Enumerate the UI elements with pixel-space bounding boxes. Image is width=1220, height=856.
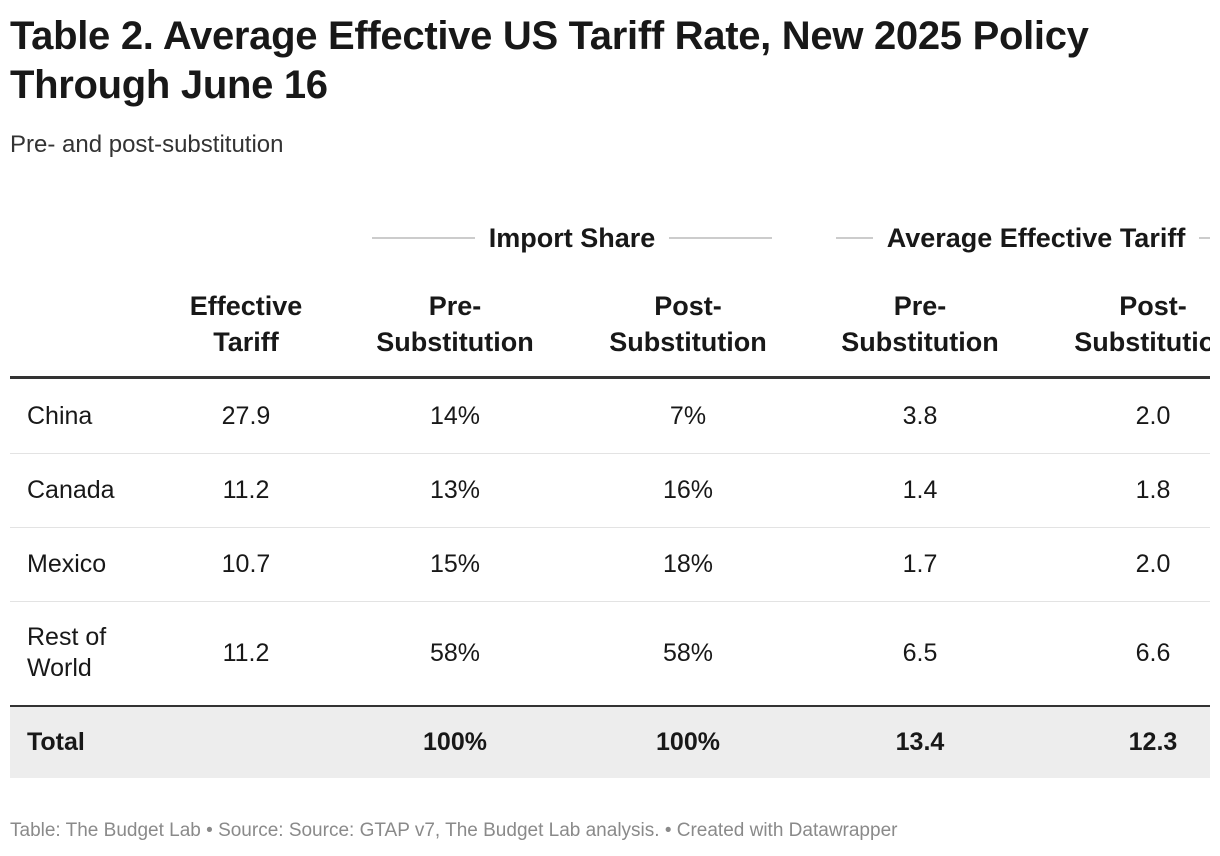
table-cell: 1.8 bbox=[1135, 475, 1171, 504]
table-cell: 2.0 bbox=[1135, 401, 1171, 430]
group-line bbox=[1199, 237, 1210, 239]
table-cell: 11.2 bbox=[222, 638, 270, 667]
table-cell: 3.8 bbox=[902, 401, 938, 430]
table-row: Rest of World 11.2 58% 58% 6.5 6.6 bbox=[10, 601, 1210, 706]
column-header-line: Substitution bbox=[376, 327, 534, 357]
row-label: Total bbox=[27, 728, 85, 756]
table-cell: 100% bbox=[423, 728, 487, 756]
group-header-average-effective-tariff: Average Effective Tariff bbox=[836, 220, 1210, 256]
column-header-line: Post- bbox=[1119, 291, 1187, 321]
table-cell: 6.6 bbox=[1135, 638, 1171, 667]
column-header-line: Substitution bbox=[609, 327, 767, 357]
row-label: Canada bbox=[27, 475, 115, 504]
table-cell: 10.7 bbox=[221, 549, 271, 578]
table-cell: 1.4 bbox=[902, 475, 938, 504]
column-header: Pre- Substitution bbox=[345, 288, 565, 360]
row-label: Rest of World bbox=[27, 623, 107, 682]
table-cell: 18% bbox=[662, 549, 714, 578]
table-cell: 13% bbox=[429, 475, 481, 504]
table-subtitle: Pre- and post-substitution bbox=[10, 131, 284, 158]
column-header: Post- Substitution bbox=[578, 288, 798, 360]
table-cell: 27.9 bbox=[221, 401, 271, 430]
column-header-line: Pre- bbox=[428, 291, 482, 321]
table-cell bbox=[166, 707, 326, 778]
table-cell: 16% bbox=[662, 475, 714, 504]
group-line bbox=[372, 237, 475, 239]
column-header-line: Tariff bbox=[213, 327, 279, 357]
table-cell: 58% bbox=[662, 638, 714, 667]
group-label: Import Share bbox=[488, 222, 656, 253]
data-table: Import Share Average Effective Tariff Ef… bbox=[10, 0, 1210, 856]
table-cell: 13.4 bbox=[895, 728, 945, 756]
footer-credits: Table: The Budget Lab • Source: Source: … bbox=[10, 820, 898, 841]
group-line bbox=[669, 237, 773, 239]
table-cell: 14% bbox=[429, 401, 481, 430]
table-cell: 15% bbox=[429, 549, 481, 578]
column-header: Post- Substitution bbox=[1043, 288, 1210, 360]
group-label: Average Effective Tariff bbox=[886, 222, 1186, 253]
table-cell: 2.0 bbox=[1135, 549, 1171, 578]
column-header-line: Effective bbox=[189, 291, 303, 321]
table-title: Table 2. Average Effective US Tariff Rat… bbox=[10, 14, 1089, 107]
column-header-line: Post- bbox=[654, 291, 722, 321]
table-row: Canada 11.2 13% 16% 1.4 1.8 bbox=[10, 453, 1210, 528]
group-line bbox=[836, 237, 873, 239]
table-cell: 7% bbox=[669, 401, 707, 430]
column-header-line: Substitution bbox=[1074, 327, 1210, 357]
column-header-line: Substitution bbox=[841, 327, 999, 357]
header-rule bbox=[10, 376, 1210, 379]
row-label: China bbox=[27, 401, 93, 430]
table-cell: 12.3 bbox=[1128, 728, 1178, 756]
row-label: Mexico bbox=[27, 549, 107, 578]
table-row: Mexico 10.7 15% 18% 1.7 2.0 bbox=[10, 527, 1210, 602]
table-cell: 58% bbox=[429, 638, 481, 667]
table-cell: 1.7 bbox=[902, 549, 938, 578]
column-header-line: Pre- bbox=[893, 291, 947, 321]
column-header: Effective Tariff bbox=[136, 288, 356, 360]
table-cell: 6.5 bbox=[902, 638, 938, 667]
table-cell: 100% bbox=[656, 728, 720, 756]
table-row: China 27.9 14% 7% 3.8 2.0 bbox=[10, 379, 1210, 454]
table-cell: 11.2 bbox=[222, 475, 270, 504]
column-header: Pre- Substitution bbox=[810, 288, 1030, 360]
total-rule bbox=[10, 705, 1210, 707]
total-row: Total 100% 100% 13.4 12.3 bbox=[10, 707, 1210, 778]
group-header-import-share: Import Share bbox=[372, 220, 773, 256]
